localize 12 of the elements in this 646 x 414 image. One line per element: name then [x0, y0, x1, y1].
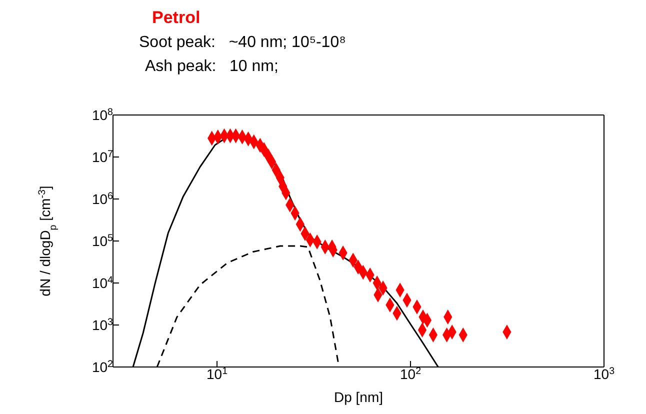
x-tick-label: 10$^{1}$: [206, 366, 228, 382]
text: Soot peak: ~40 nm; 10⁵-10⁸: [139, 34, 346, 52]
y-tick-label: 10$^{4}$: [92, 274, 114, 291]
y-tick-label: 10$^{5}$: [92, 232, 114, 249]
y-tick-label: 10$^{8}$: [92, 106, 114, 123]
chart-title: Petrol: [152, 8, 200, 28]
y-tick-label: 10$^{7}$: [92, 148, 113, 165]
y-tick-label: 10$^{3}$: [92, 316, 114, 333]
x-axis-title: Dp [nm]: [334, 389, 384, 405]
text: Ash peak: 10 nm;: [145, 58, 278, 76]
y-tick-label: 10$^{6}$: [92, 190, 114, 207]
x-tick-label: 10$^{3}$: [593, 366, 616, 382]
